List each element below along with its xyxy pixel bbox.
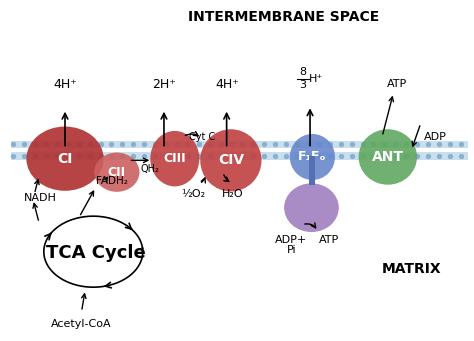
Text: Pi: Pi: [286, 245, 296, 255]
Ellipse shape: [27, 127, 104, 191]
Ellipse shape: [94, 152, 139, 192]
Ellipse shape: [358, 129, 417, 185]
Bar: [309, 156, 315, 185]
Text: Cyt C: Cyt C: [189, 132, 215, 142]
Text: CIV: CIV: [218, 153, 244, 167]
Text: ADP+: ADP+: [275, 235, 307, 245]
Text: QH₂: QH₂: [140, 164, 159, 174]
Text: MATRIX: MATRIX: [382, 262, 441, 276]
Bar: [11, 152, 468, 160]
Text: F₁Fₒ: F₁Fₒ: [298, 150, 327, 163]
Text: Acetyl-CoA: Acetyl-CoA: [51, 320, 112, 329]
Text: H₂O: H₂O: [221, 189, 243, 199]
Text: 2H⁺: 2H⁺: [152, 78, 176, 91]
Text: FADH₂: FADH₂: [96, 176, 128, 186]
Text: H⁺: H⁺: [309, 74, 323, 84]
Text: 4H⁺: 4H⁺: [53, 78, 77, 91]
Text: NADH: NADH: [24, 193, 56, 203]
Text: 8: 8: [300, 67, 307, 77]
Text: ½O₂: ½O₂: [182, 189, 206, 199]
Ellipse shape: [290, 134, 335, 180]
Ellipse shape: [150, 131, 199, 187]
Text: ATP: ATP: [319, 235, 339, 245]
Text: TCA Cycle: TCA Cycle: [46, 244, 146, 262]
Text: CIII: CIII: [164, 152, 186, 165]
Text: CII: CII: [108, 166, 126, 179]
Ellipse shape: [284, 183, 339, 232]
Text: 4H⁺: 4H⁺: [216, 78, 239, 91]
Ellipse shape: [200, 129, 262, 191]
Text: 3: 3: [300, 80, 307, 90]
Bar: [11, 141, 468, 148]
Text: INTERMEMBRANE SPACE: INTERMEMBRANE SPACE: [189, 10, 380, 24]
Text: ATP: ATP: [387, 79, 407, 89]
Text: CI: CI: [57, 152, 73, 166]
Text: ADP: ADP: [423, 132, 447, 142]
Text: ANT: ANT: [372, 150, 404, 164]
